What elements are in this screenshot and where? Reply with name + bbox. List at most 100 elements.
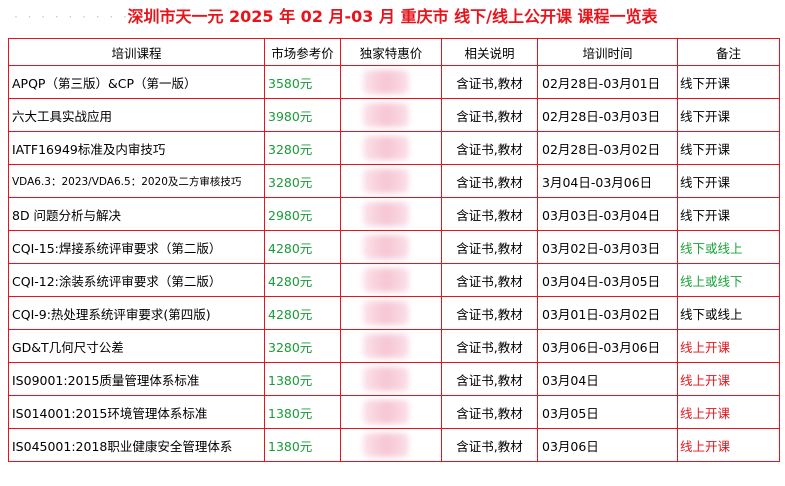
blur-mask <box>363 103 409 127</box>
table-row: IS09001:2015质量管理体系标准 1380元 含证书,教材 03月04日 线上开… <box>8 362 780 396</box>
description: 含证书,教材 <box>441 230 538 264</box>
description: 含证书,教材 <box>441 197 538 231</box>
course-name: VDA6.3：2023/VDA6.5：2020及二方审核技巧 <box>8 164 265 198</box>
blur-mask <box>363 367 409 391</box>
special-price-redacted <box>340 395 442 429</box>
training-time: 03月05日 <box>537 395 678 429</box>
course-name: IS014001:2015环境管理体系标准 <box>8 395 265 429</box>
training-time: 03月04日-03月05日 <box>537 263 678 297</box>
title-text: 深圳市天一元 2025 年 02 月-03 月 重庆市 线下/线上公开课 课程一… <box>127 7 658 26</box>
course-name: APQP（第三版）&CP（第一版） <box>8 65 265 99</box>
training-time: 02月28日-03月01日 <box>537 65 678 99</box>
table-row: CQI-12:涂装系统评审要求（第二版） 4280元 含证书,教材 03月04日-03… <box>8 263 780 297</box>
training-time: 02月28日-03月03日 <box>537 98 678 132</box>
blur-mask <box>363 301 409 325</box>
description: 含证书,教材 <box>441 395 538 429</box>
table-row: APQP（第三版）&CP（第一版） 3580元 含证书,教材 02月28日-03月01… <box>8 65 780 99</box>
header-note: 备注 <box>677 38 780 66</box>
market-price: 1380元 <box>264 395 341 429</box>
note: 线下开课 <box>677 98 780 132</box>
note: 线上或线下 <box>677 263 780 297</box>
table-row: IATF16949标准及内审技巧 3280元 含证书,教材 02月28日-03月02日… <box>8 131 780 165</box>
blur-mask <box>363 334 409 358</box>
header-time: 培训时间 <box>537 38 678 66</box>
header-description: 相关说明 <box>441 38 538 66</box>
market-price: 4280元 <box>264 230 341 264</box>
header-course: 培训课程 <box>8 38 265 66</box>
course-name: IS09001:2015质量管理体系标准 <box>8 362 265 396</box>
special-price-redacted <box>340 329 442 363</box>
blur-mask <box>363 433 409 457</box>
blur-mask <box>363 400 409 424</box>
note: 线上开课 <box>677 428 780 462</box>
special-price-redacted <box>340 164 442 198</box>
note: 线下开课 <box>677 131 780 165</box>
blur-mask <box>363 169 409 193</box>
course-name: 六大工具实战应用 <box>8 98 265 132</box>
course-name: CQI-12:涂装系统评审要求（第二版） <box>8 263 265 297</box>
special-price-redacted <box>340 230 442 264</box>
table-row: GD&T几何尺寸公差 3280元 含证书,教材 03月06日-03月06日 线上开课 <box>8 329 780 363</box>
training-time: 03月03日-03月04日 <box>537 197 678 231</box>
special-price-redacted <box>340 98 442 132</box>
description: 含证书,教材 <box>441 428 538 462</box>
note: 线下开课 <box>677 164 780 198</box>
training-time: 02月28日-03月02日 <box>537 131 678 165</box>
course-name: 8D 问题分析与解决 <box>8 197 265 231</box>
market-price: 4280元 <box>264 263 341 297</box>
blur-mask <box>363 202 409 226</box>
market-price: 1380元 <box>264 362 341 396</box>
header-market-price: 市场参考价 <box>264 38 341 66</box>
description: 含证书,教材 <box>441 98 538 132</box>
special-price-redacted <box>340 362 442 396</box>
blur-mask <box>363 136 409 160</box>
description: 含证书,教材 <box>441 263 538 297</box>
note: 线上开课 <box>677 362 780 396</box>
table-row: CQI-15:焊接系统评审要求（第二版） 4280元 含证书,教材 03月02日-03… <box>8 230 780 264</box>
market-price: 2980元 <box>264 197 341 231</box>
training-time: 3月04日-03月06日 <box>537 164 678 198</box>
table-row: 六大工具实战应用 3980元 含证书,教材 02月28日-03月03日 线下开课 <box>8 98 780 132</box>
market-price: 4280元 <box>264 296 341 330</box>
market-price: 3580元 <box>264 65 341 99</box>
training-time: 03月02日-03月03日 <box>537 230 678 264</box>
course-name: IS045001:2018职业健康安全管理体系 <box>8 428 265 462</box>
course-name: IATF16949标准及内审技巧 <box>8 131 265 165</box>
description: 含证书,教材 <box>441 362 538 396</box>
course-table: 培训课程 市场参考价 独家特惠价 相关说明 培训时间 备注 APQP（第三版）&… <box>8 38 780 462</box>
note: 线下开课 <box>677 65 780 99</box>
note: 线上开课 <box>677 329 780 363</box>
special-price-redacted <box>340 65 442 99</box>
header-special-price: 独家特惠价 <box>340 38 442 66</box>
table-header-row: 培训课程 市场参考价 独家特惠价 相关说明 培训时间 备注 <box>8 38 780 66</box>
course-name: CQI-9:热处理系统评审要求(第四版) <box>8 296 265 330</box>
table-row: VDA6.3：2023/VDA6.5：2020及二方审核技巧 3280元 含证书,教… <box>8 164 780 198</box>
training-time: 03月06日-03月06日 <box>537 329 678 363</box>
note: 线下或线上 <box>677 230 780 264</box>
table-row: IS014001:2015环境管理体系标准 1380元 含证书,教材 03月05日 线上… <box>8 395 780 429</box>
description: 含证书,教材 <box>441 65 538 99</box>
title-dots: · · · · · · · · · <box>14 10 130 24</box>
special-price-redacted <box>340 428 442 462</box>
page-title: · · · · · · · · · 深圳市天一元 2025 年 02 月-03 … <box>0 4 785 30</box>
special-price-redacted <box>340 197 442 231</box>
training-time: 03月01日-03月02日 <box>537 296 678 330</box>
blur-mask <box>363 70 409 94</box>
table-row: IS045001:2018职业健康安全管理体系 1380元 含证书,教材 03月06日… <box>8 428 780 462</box>
training-time: 03月06日 <box>537 428 678 462</box>
description: 含证书,教材 <box>441 164 538 198</box>
special-price-redacted <box>340 263 442 297</box>
table-row: CQI-9:热处理系统评审要求(第四版) 4280元 含证书,教材 03月01日-03… <box>8 296 780 330</box>
table-row: 8D 问题分析与解决 2980元 含证书,教材 03月03日-03月04日 线下开课 <box>8 197 780 231</box>
market-price: 3280元 <box>264 164 341 198</box>
market-price: 3280元 <box>264 131 341 165</box>
market-price: 3980元 <box>264 98 341 132</box>
course-name: GD&T几何尺寸公差 <box>8 329 265 363</box>
market-price: 3280元 <box>264 329 341 363</box>
description: 含证书,教材 <box>441 131 538 165</box>
course-name: CQI-15:焊接系统评审要求（第二版） <box>8 230 265 264</box>
note: 线下开课 <box>677 197 780 231</box>
training-time: 03月04日 <box>537 362 678 396</box>
blur-mask <box>363 235 409 259</box>
market-price: 1380元 <box>264 428 341 462</box>
